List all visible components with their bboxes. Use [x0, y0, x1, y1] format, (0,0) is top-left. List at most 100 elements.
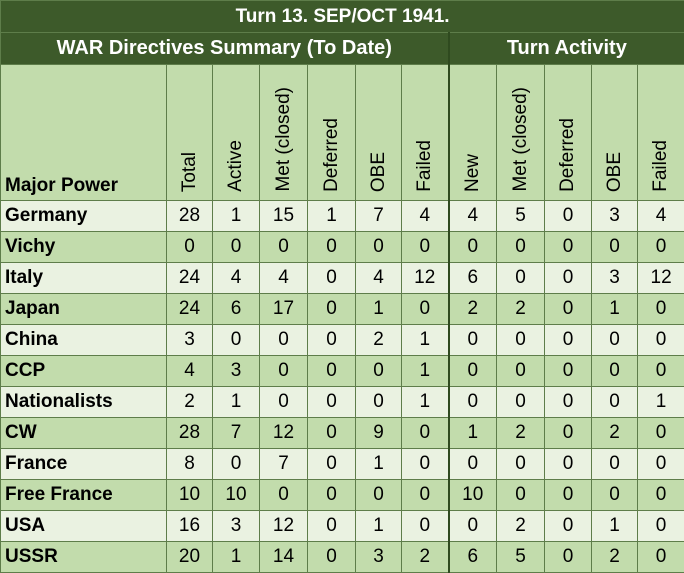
activity-value-cell: 0: [545, 449, 592, 480]
power-name-cell: CCP: [1, 356, 167, 387]
activity-group-header: Turn Activity: [449, 33, 684, 65]
activity-col-header-label: Failed: [650, 140, 672, 192]
summary-value-cell: 8: [167, 449, 213, 480]
activity-col-header-label: Met (closed): [510, 87, 532, 192]
summary-value-cell: 4: [402, 201, 449, 232]
activity-col-header: Failed: [638, 65, 684, 201]
summary-value-cell: 0: [402, 511, 449, 542]
activity-col-header: Deferred: [545, 65, 592, 201]
summary-value-cell: 3: [356, 542, 402, 573]
summary-value-cell: 1: [356, 449, 402, 480]
activity-value-cell: 0: [592, 232, 638, 263]
activity-value-cell: 0: [497, 356, 545, 387]
summary-col-header-label: Deferred: [321, 118, 343, 192]
activity-value-cell: 0: [638, 418, 684, 449]
activity-value-cell: 0: [638, 511, 684, 542]
summary-value-cell: 0: [260, 387, 308, 418]
summary-value-cell: 10: [167, 480, 213, 511]
activity-value-cell: 0: [545, 480, 592, 511]
summary-value-cell: 0: [260, 232, 308, 263]
activity-value-cell: 0: [638, 294, 684, 325]
activity-value-cell: 0: [592, 480, 638, 511]
summary-value-cell: 12: [260, 418, 308, 449]
summary-col-header-label: Active: [225, 140, 247, 192]
summary-col-header-label: OBE: [368, 152, 390, 192]
activity-value-cell: 10: [449, 480, 497, 511]
power-name-cell: Free France: [1, 480, 167, 511]
summary-value-cell: 14: [260, 542, 308, 573]
activity-value-cell: 5: [497, 201, 545, 232]
summary-value-cell: 2: [356, 325, 402, 356]
power-name-cell: China: [1, 325, 167, 356]
summary-value-cell: 7: [213, 418, 260, 449]
summary-value-cell: 0: [308, 325, 356, 356]
summary-group-header: WAR Directives Summary (To Date): [1, 33, 449, 65]
activity-col-header-label: OBE: [604, 152, 626, 192]
summary-value-cell: 0: [260, 356, 308, 387]
summary-value-cell: 7: [260, 449, 308, 480]
summary-value-cell: 0: [308, 449, 356, 480]
activity-value-cell: 0: [449, 511, 497, 542]
summary-value-cell: 1: [402, 387, 449, 418]
summary-value-cell: 24: [167, 294, 213, 325]
summary-value-cell: 1: [213, 387, 260, 418]
summary-col-header: Failed: [402, 65, 449, 201]
summary-col-header: Met (closed): [260, 65, 308, 201]
activity-value-cell: 0: [545, 356, 592, 387]
activity-value-cell: 0: [592, 449, 638, 480]
activity-value-cell: 5: [497, 542, 545, 573]
activity-col-header: OBE: [592, 65, 638, 201]
activity-value-cell: 0: [545, 263, 592, 294]
activity-value-cell: 0: [449, 356, 497, 387]
activity-value-cell: 6: [449, 263, 497, 294]
summary-value-cell: 28: [167, 418, 213, 449]
summary-value-cell: 12: [260, 511, 308, 542]
summary-value-cell: 0: [402, 449, 449, 480]
summary-value-cell: 0: [260, 480, 308, 511]
summary-value-cell: 1: [213, 542, 260, 573]
summary-value-cell: 0: [402, 418, 449, 449]
summary-col-header: Deferred: [308, 65, 356, 201]
activity-value-cell: 0: [497, 480, 545, 511]
activity-value-cell: 0: [449, 325, 497, 356]
summary-value-cell: 10: [213, 480, 260, 511]
summary-value-cell: 16: [167, 511, 213, 542]
summary-value-cell: 0: [402, 232, 449, 263]
activity-value-cell: 4: [449, 201, 497, 232]
summary-value-cell: 3: [213, 356, 260, 387]
power-name-cell: Nationalists: [1, 387, 167, 418]
summary-value-cell: 0: [308, 418, 356, 449]
summary-value-cell: 28: [167, 201, 213, 232]
activity-value-cell: 2: [449, 294, 497, 325]
summary-value-cell: 6: [213, 294, 260, 325]
activity-value-cell: 0: [545, 542, 592, 573]
activity-value-cell: 0: [545, 418, 592, 449]
activity-value-cell: 1: [592, 294, 638, 325]
summary-value-cell: 12: [402, 263, 449, 294]
power-name-cell: USSR: [1, 542, 167, 573]
summary-value-cell: 20: [167, 542, 213, 573]
summary-value-cell: 0: [402, 480, 449, 511]
summary-value-cell: 1: [308, 201, 356, 232]
summary-value-cell: 9: [356, 418, 402, 449]
summary-value-cell: 3: [167, 325, 213, 356]
summary-value-cell: 4: [213, 263, 260, 294]
summary-value-cell: 0: [402, 294, 449, 325]
summary-col-header-label: Met (closed): [273, 87, 295, 192]
summary-value-cell: 24: [167, 263, 213, 294]
summary-value-cell: 0: [308, 387, 356, 418]
activity-value-cell: 1: [638, 387, 684, 418]
activity-value-cell: 0: [497, 263, 545, 294]
summary-value-cell: 0: [356, 480, 402, 511]
activity-value-cell: 0: [638, 232, 684, 263]
summary-value-cell: 4: [260, 263, 308, 294]
power-name-cell: Vichy: [1, 232, 167, 263]
activity-value-cell: 2: [592, 418, 638, 449]
summary-value-cell: 0: [308, 511, 356, 542]
